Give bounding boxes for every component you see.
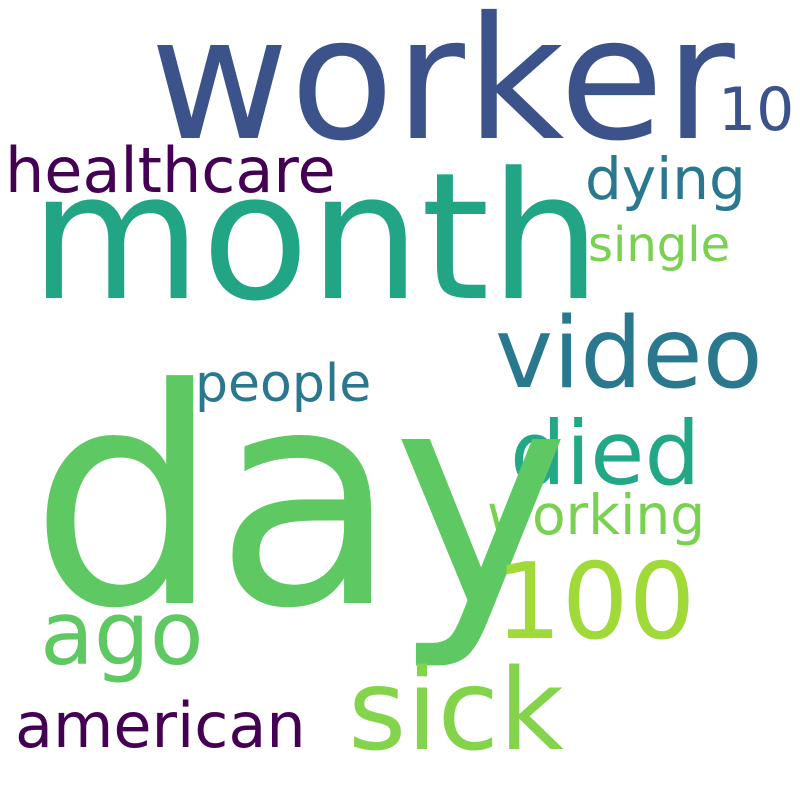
word-day: day	[30, 325, 570, 674]
word-single: single	[588, 217, 731, 273]
word-dying: dying	[585, 145, 746, 213]
word-ago: ago	[40, 582, 204, 685]
word-healthcare: healthcare	[5, 134, 336, 207]
word-worker: worker	[150, 0, 736, 179]
word-10: 10	[718, 75, 795, 145]
word-working: working	[487, 483, 706, 547]
word-sick: sick	[348, 646, 564, 776]
word-video: video	[495, 297, 763, 411]
word-month: month	[30, 135, 602, 340]
word-100: 100	[495, 541, 696, 663]
word-died: died	[510, 402, 701, 505]
word-people: people	[195, 354, 372, 414]
word-american: american	[15, 689, 306, 762]
